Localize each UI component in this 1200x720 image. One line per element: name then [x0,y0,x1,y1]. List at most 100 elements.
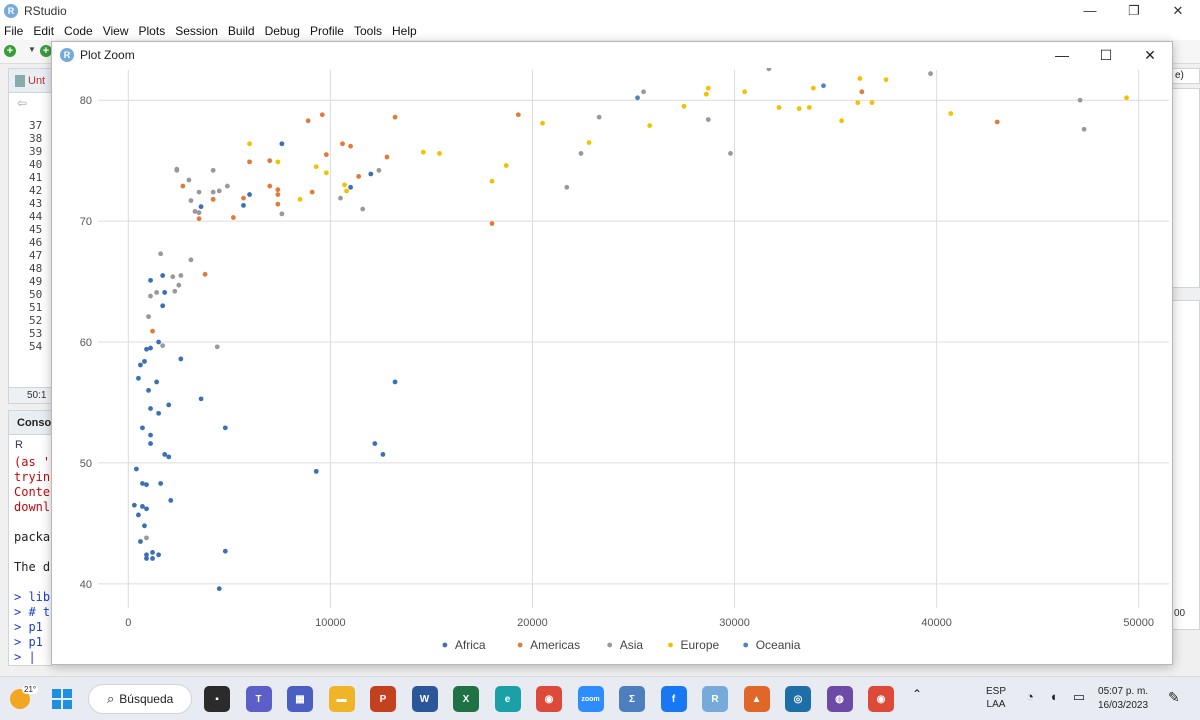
point-asia [216,188,222,194]
folder-icon[interactable]: ▬ [328,686,355,712]
weather-widget[interactable]: 21° [10,685,39,711]
menu-profile[interactable]: Profile [309,23,344,38]
menu-tools[interactable]: Tools [353,23,382,38]
new-file-icon[interactable]: + [4,45,16,57]
point-americas [994,119,1000,125]
minimize-button[interactable]: — [1083,3,1097,18]
line-number: 45 [29,223,43,236]
matlab-icon[interactable]: ▲ [743,686,770,712]
teams-icon[interactable]: T [245,686,272,712]
console-output[interactable]: (as ' tryin Conte downl packa The d > lib > # t… [9,455,53,665]
point-asia [766,68,772,72]
point-americas [150,328,155,334]
point-asia [146,314,151,320]
console-tab[interactable]: Consol [9,411,54,435]
point-europe [1124,95,1129,101]
point-asia [705,117,711,122]
windows-start-icon[interactable] [52,689,72,709]
notification-icon[interactable]: ✎ [1168,689,1180,705]
facebook-icon[interactable]: f [660,686,687,712]
point-africa [380,452,386,457]
zoom-minimize-button[interactable]: — [1055,47,1069,63]
point-africa [136,512,141,518]
menu-file[interactable]: File [4,23,24,38]
clock-time: 05:07 p. m. [1098,686,1149,697]
menu-code[interactable]: Code [64,23,93,38]
zoom-close-button[interactable]: ✕ [1144,46,1156,63]
point-africa [138,362,143,368]
point-africa [241,203,246,208]
point-americas [356,173,362,179]
menu-view[interactable]: View [102,23,129,38]
point-asia [174,166,180,172]
menu-help[interactable]: Help [392,23,417,38]
point-asia [596,114,602,120]
right-panes-fragment: e) 00 [1172,68,1200,666]
file-explorer-black-icon[interactable]: ▪ [204,686,230,712]
menu-edit[interactable]: Edit [33,23,55,38]
menu-build[interactable]: Build [227,23,255,38]
line-number: 39 [29,145,43,158]
point-americas [275,201,281,207]
point-asia [160,343,166,349]
point-africa [160,273,166,278]
edge-icon[interactable]: e [494,686,521,712]
console-pane: Consol R (as ' tryin Conte downl packa The d >… [8,410,54,666]
chrome-icon[interactable]: ◉ [536,686,562,712]
point-europe [503,163,509,168]
chrome-profile-icon[interactable]: ◉ [868,686,894,712]
widgets-grid-icon[interactable]: ▦ [287,686,313,712]
restore-button[interactable]: ❐ [1128,2,1140,18]
point-asia [170,274,176,280]
search-icon: ⌕ [107,691,115,706]
zoom-icon[interactable]: zoom [577,686,604,712]
line-number: 53 [29,327,43,340]
search-app-icon[interactable]: ◎ [785,686,811,712]
point-americas [241,195,246,201]
language-indicator[interactable]: ESP LAA [986,685,1006,711]
rstudio-icon[interactable]: R [702,686,728,712]
back-arrow-icon[interactable]: ⇦ [17,96,28,110]
menu-debug[interactable]: Debug [264,23,300,38]
sun-icon [10,689,30,709]
point-oceania [635,95,640,101]
point-africa [160,303,166,309]
clock[interactable]: 05:07 p. m. 16/03/2023 [1098,685,1148,713]
word-icon[interactable]: W [411,686,438,712]
editor-tab[interactable]: Unt [9,69,53,93]
point-americas [267,158,273,164]
point-africa [148,345,153,351]
point-europe [344,188,349,194]
menu-plots[interactable]: Plots [138,23,166,38]
close-button[interactable]: ✕ [1172,2,1184,18]
point-africa [142,523,147,529]
x-tick-label: 20000 [517,617,548,629]
point-americas [489,221,495,226]
chevron-down-icon[interactable]: ▼ [28,45,36,54]
tray-icons[interactable]: ◔ ◖ ▭ [1026,689,1092,704]
tray-overflow-icon[interactable]: ⌃ [912,687,923,701]
excel-icon[interactable]: X [453,686,479,712]
legend-label-oceania: Oceania [756,638,801,652]
powerpoint-icon[interactable]: P [370,686,396,712]
point-americas [210,196,216,202]
weather-temp: 21° [22,685,39,694]
cursor-position: 50:1 [9,387,53,403]
menu-session[interactable]: Session [175,23,218,38]
github-icon[interactable]: ◍ [826,686,853,712]
point-africa [198,204,204,210]
point-africa [148,441,153,446]
point-asia [176,282,182,288]
x-tick-label: 30000 [719,617,750,629]
line-number: 37 [29,119,43,132]
point-europe [742,89,748,95]
new-project-icon[interactable]: + [40,45,52,57]
point-africa [154,379,160,385]
zoom-maximize-button[interactable]: ☐ [1099,46,1113,63]
point-europe [437,151,442,156]
taskbar-search[interactable]: ⌕ Búsqueda [88,684,192,714]
legend-label-asia: Asia [620,638,644,652]
line-number: 47 [29,249,43,262]
settings-sigma-icon[interactable]: Σ [619,686,645,712]
